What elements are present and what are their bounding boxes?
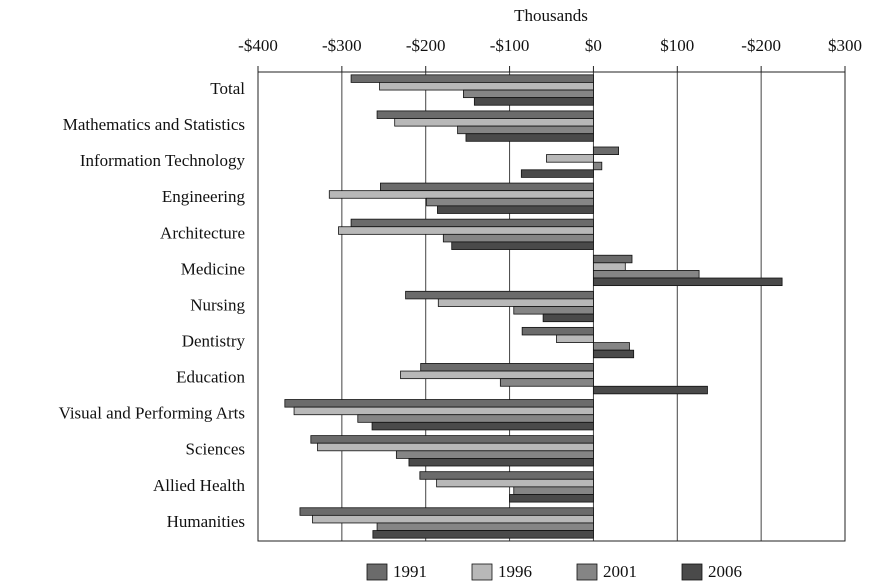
legend-swatch (681, 563, 703, 581)
bar (499, 378, 594, 387)
bar (457, 125, 594, 135)
bar (542, 313, 594, 323)
bar (593, 342, 630, 351)
bar (317, 442, 594, 452)
bar (442, 233, 594, 243)
x-tick-label: $0 (585, 36, 602, 55)
category-label: Information Technology (80, 151, 246, 170)
bar (379, 82, 594, 91)
bar (521, 326, 594, 336)
bar (593, 270, 700, 279)
bar (420, 363, 594, 372)
legend-label: 1991 (393, 562, 427, 581)
x-tick-label: -$100 (490, 36, 530, 55)
bar (284, 399, 594, 408)
category-label: Allied Health (153, 476, 246, 495)
axis-title: Thousands (514, 6, 588, 25)
category-label: Nursing (190, 295, 245, 314)
bar (299, 507, 594, 516)
bar (395, 450, 594, 459)
category-label: Visual and Performing Arts (59, 404, 245, 423)
bar (419, 471, 594, 480)
bar (593, 254, 633, 264)
bar (593, 385, 708, 395)
bar (437, 205, 594, 214)
x-tick-label: -$200 (741, 36, 781, 55)
bar (463, 89, 594, 99)
bar (350, 74, 594, 83)
bar (509, 494, 594, 503)
category-label: Engineering (162, 187, 246, 206)
bar (380, 182, 594, 192)
bar (312, 514, 594, 524)
bar (465, 133, 594, 142)
x-tick-label: $300 (828, 36, 862, 55)
bar (426, 197, 594, 207)
x-tick-label: -$300 (322, 36, 362, 55)
category-label: Medicine (181, 259, 245, 278)
x-tick-label: -$400 (238, 36, 278, 55)
bar (394, 118, 594, 127)
bar (513, 486, 594, 495)
bar (556, 334, 594, 343)
bar (593, 262, 626, 271)
legend-swatch (366, 563, 388, 581)
bar (310, 435, 594, 444)
bar (593, 161, 603, 171)
bar (437, 298, 594, 307)
plot-frame (257, 71, 846, 542)
category-label: Dentistry (182, 331, 246, 350)
category-label: Humanities (167, 512, 245, 531)
legend-swatch (471, 563, 493, 581)
category-label: Total (210, 79, 245, 98)
bar (376, 110, 594, 119)
bar (513, 306, 594, 315)
bar (328, 190, 594, 199)
bar (593, 277, 783, 287)
bar (400, 370, 594, 380)
bar (593, 146, 619, 155)
bar (372, 530, 594, 539)
category-label: Education (176, 368, 245, 387)
bar (357, 414, 594, 423)
legend-swatch (576, 563, 598, 581)
bar (371, 421, 594, 431)
legend-label: 2006 (708, 562, 742, 581)
bar (451, 241, 594, 250)
bar (338, 226, 594, 235)
x-tick-label: $100 (660, 36, 694, 55)
bar (350, 218, 594, 228)
category-label: Architecture (160, 223, 245, 242)
bar (473, 97, 594, 106)
bar (593, 349, 635, 359)
bar (405, 290, 594, 300)
legend-label: 2001 (603, 562, 637, 581)
bar (546, 154, 594, 163)
legend-label: 1996 (498, 562, 532, 581)
bar (436, 478, 594, 488)
bar (408, 458, 594, 467)
category-label: Mathematics and Statistics (63, 115, 245, 134)
x-tick-label: -$200 (406, 36, 446, 55)
category-label: Sciences (186, 440, 245, 459)
bar (520, 169, 594, 178)
bar (293, 406, 594, 416)
bar (376, 522, 594, 531)
